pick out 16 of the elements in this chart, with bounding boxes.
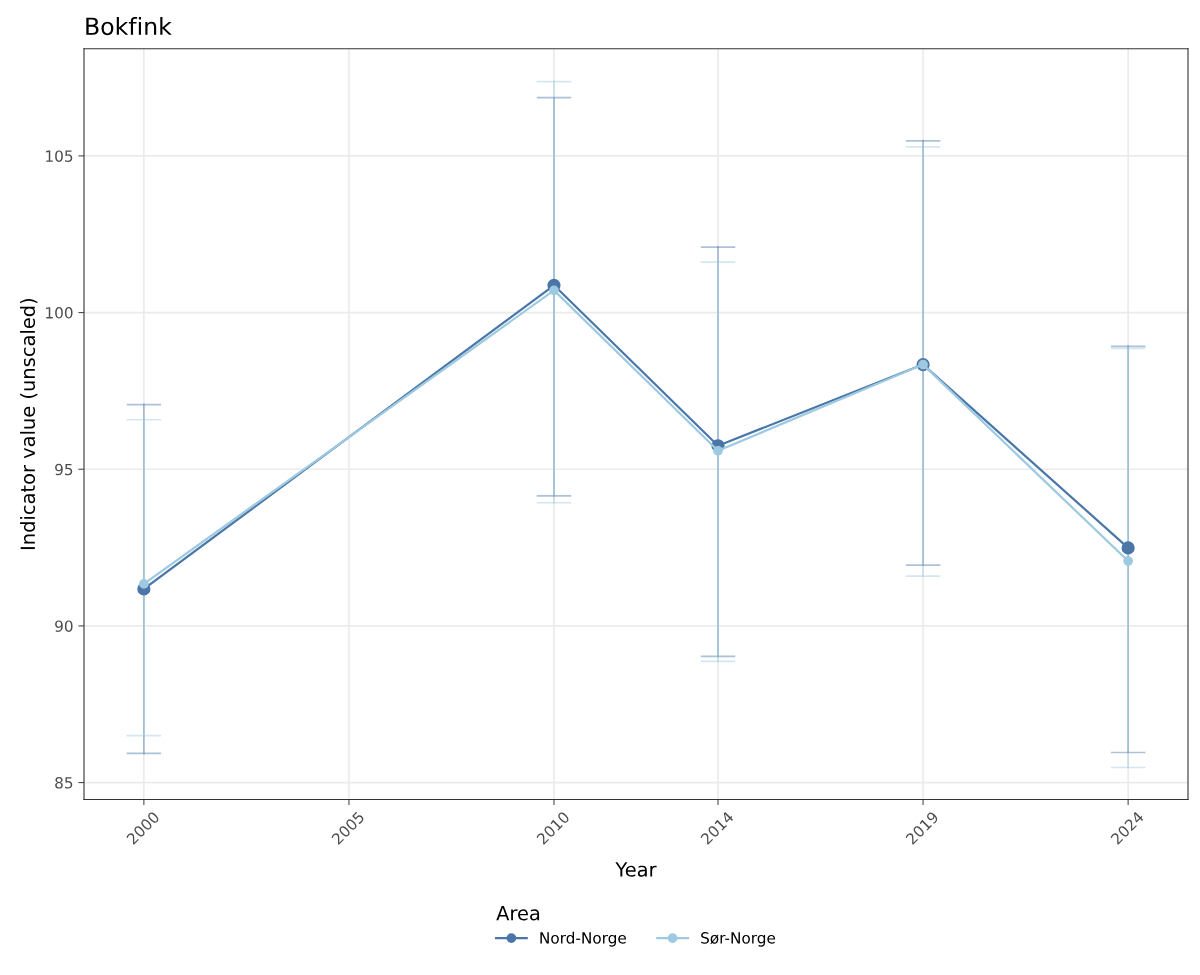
x-axis-title: Year — [615, 862, 657, 877]
y-tick-label: 85 — [55, 777, 73, 789]
legend-title: Area — [496, 905, 540, 921]
point — [139, 579, 149, 589]
y-tick-label: 100 — [46, 307, 73, 319]
y-tick-label: 90 — [55, 620, 73, 632]
point — [1121, 541, 1135, 555]
legend-label: Nord-Norge — [540, 931, 626, 947]
point — [1123, 556, 1133, 566]
y-tick-label: 95 — [55, 463, 73, 476]
legend-label: Sør-Norge — [701, 932, 776, 947]
chart-title: Bokfink — [86, 16, 172, 36]
point — [549, 285, 559, 296]
point — [713, 445, 723, 456]
y-tick-label: 105 — [46, 150, 73, 162]
y-axis-title: Indicator value (unscaled) — [20, 298, 38, 550]
